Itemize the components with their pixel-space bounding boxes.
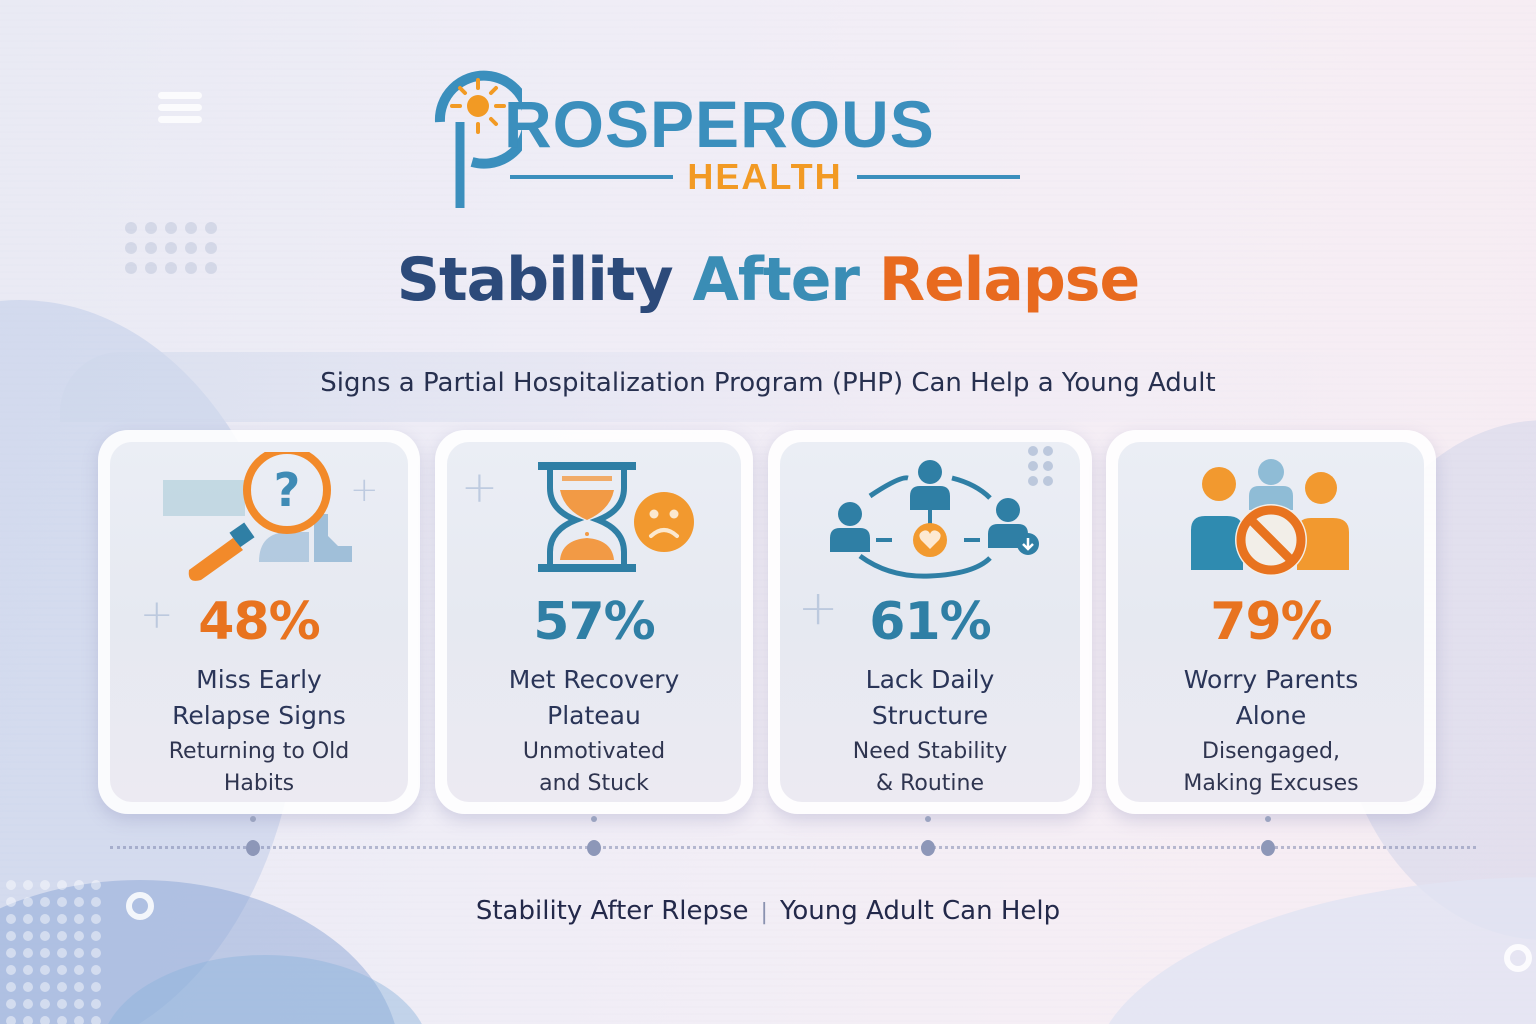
page-title: Stability After Relapse (0, 245, 1536, 315)
stat-title: Worry Parents Alone (1183, 665, 1359, 730)
plus-decoration-icon: + (350, 470, 379, 510)
stat-card-worry-parents: 79% Worry Parents Alone Disengaged, Maki… (1106, 430, 1436, 814)
stat-percent: 48% (198, 592, 320, 652)
stat-description: Disengaged, Making Excuses (1183, 739, 1359, 796)
timeline-node (1261, 840, 1275, 856)
background-shape (100, 955, 430, 1024)
decorative-timeline (110, 816, 1476, 856)
hourglass-sad-face-icon (447, 452, 741, 582)
title-word-relapse: Relapse (878, 245, 1140, 315)
magnifier-question-icon: ? (110, 452, 408, 582)
footer-left-text: Stability After Rlepse (475, 896, 749, 926)
timeline-node (921, 840, 935, 856)
stat-percent: 57% (533, 592, 655, 652)
plus-decoration-icon: + (461, 462, 498, 513)
title-word-stability: Stability (396, 245, 674, 315)
stat-cards: + + ? 48% Miss Early Relapse Signs (98, 430, 1438, 818)
logo-subline: HEALTH (510, 156, 1021, 198)
footer-separator: | (760, 900, 768, 925)
divider (510, 175, 674, 179)
timeline-dot (1265, 816, 1271, 822)
stat-card-daily-structure: + (768, 430, 1092, 814)
stat-title: Met Recovery Plateau (508, 665, 680, 730)
timeline-dot (925, 816, 931, 822)
stat-description: Returning to Old Habits (168, 739, 350, 796)
stat-percent: 61% (869, 592, 991, 652)
subtitle-band (60, 352, 1476, 422)
stat-description: Need Stability & Routine (852, 739, 1008, 796)
group-prohibited-icon (1118, 452, 1424, 582)
brand-logo: ROSPEROUS HEALTH (412, 58, 1032, 208)
divider (856, 175, 1021, 179)
svg-text:?: ? (274, 463, 301, 517)
decorative-bars (158, 92, 202, 128)
footer-tagline: Stability After Rlepse | Young Adult Can H… (0, 896, 1536, 926)
plus-decoration-icon: + (140, 592, 174, 638)
timeline-dot (591, 816, 597, 822)
stat-description: Unmotivated and Stuck (522, 739, 666, 796)
logo-wordmark: ROSPEROUS (504, 87, 935, 161)
people-network-heart-icon (780, 452, 1080, 582)
timeline-dot (250, 816, 256, 822)
plus-decoration-icon: + (798, 580, 839, 636)
decorative-ring (126, 892, 154, 920)
timeline-node (246, 840, 260, 856)
stat-title: Lack Daily Structure (865, 665, 995, 730)
logo-subtitle: HEALTH (687, 156, 843, 197)
footer-right-text: Young Adult Can Help (779, 896, 1061, 926)
page-subtitle: Signs a Partial Hospitalization Program … (320, 368, 1216, 398)
stat-card-early-signs: + + ? 48% Miss Early Relapse Signs (98, 430, 420, 814)
title-word-after: After (692, 245, 861, 315)
timeline-node (587, 840, 601, 856)
logo-p-sun-icon (434, 70, 522, 208)
stat-card-recovery-plateau: + 57% Met Recovery (435, 430, 753, 814)
decorative-ring (1504, 944, 1532, 972)
stat-percent: 79% (1210, 592, 1332, 652)
stat-title: Miss Early Relapse Signs (172, 665, 346, 730)
